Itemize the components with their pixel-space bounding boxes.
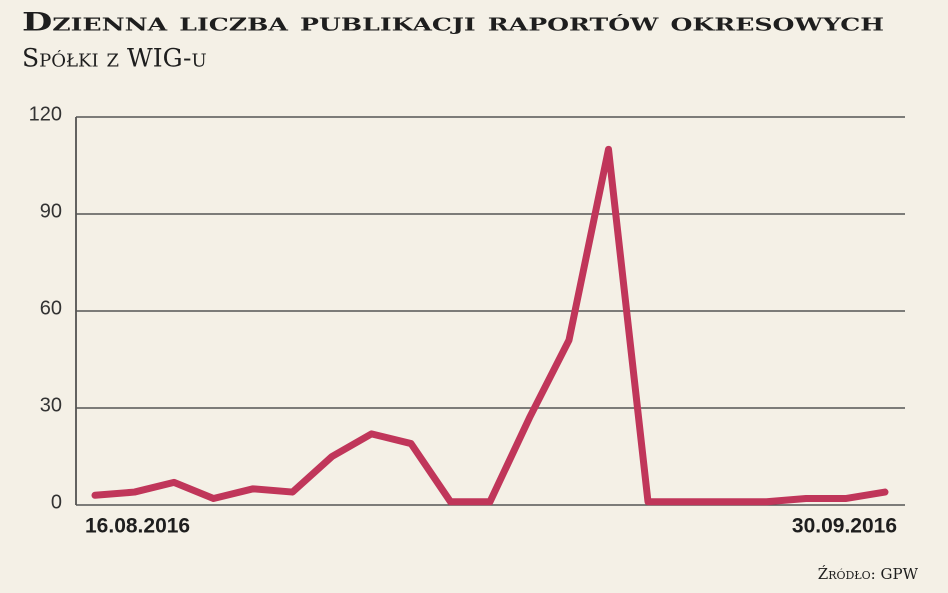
y-tick-label: 0: [51, 491, 62, 513]
data-line: [91, 145, 889, 506]
y-tick-label: 60: [40, 297, 62, 319]
y-tick-label: 30: [40, 394, 62, 416]
y-tick-label: 90: [40, 200, 62, 222]
x-tick-label: 16.08.2016: [85, 515, 190, 538]
source: Źródło: GPW: [818, 565, 919, 583]
chart-subtitle: Spółki z WIG-u: [22, 44, 207, 73]
chart-title: Dzienna liczba publikacji raportów okres…: [22, 8, 884, 37]
x-tick-label: 30.09.2016: [792, 515, 897, 538]
y-tick-label: 120: [29, 103, 62, 125]
